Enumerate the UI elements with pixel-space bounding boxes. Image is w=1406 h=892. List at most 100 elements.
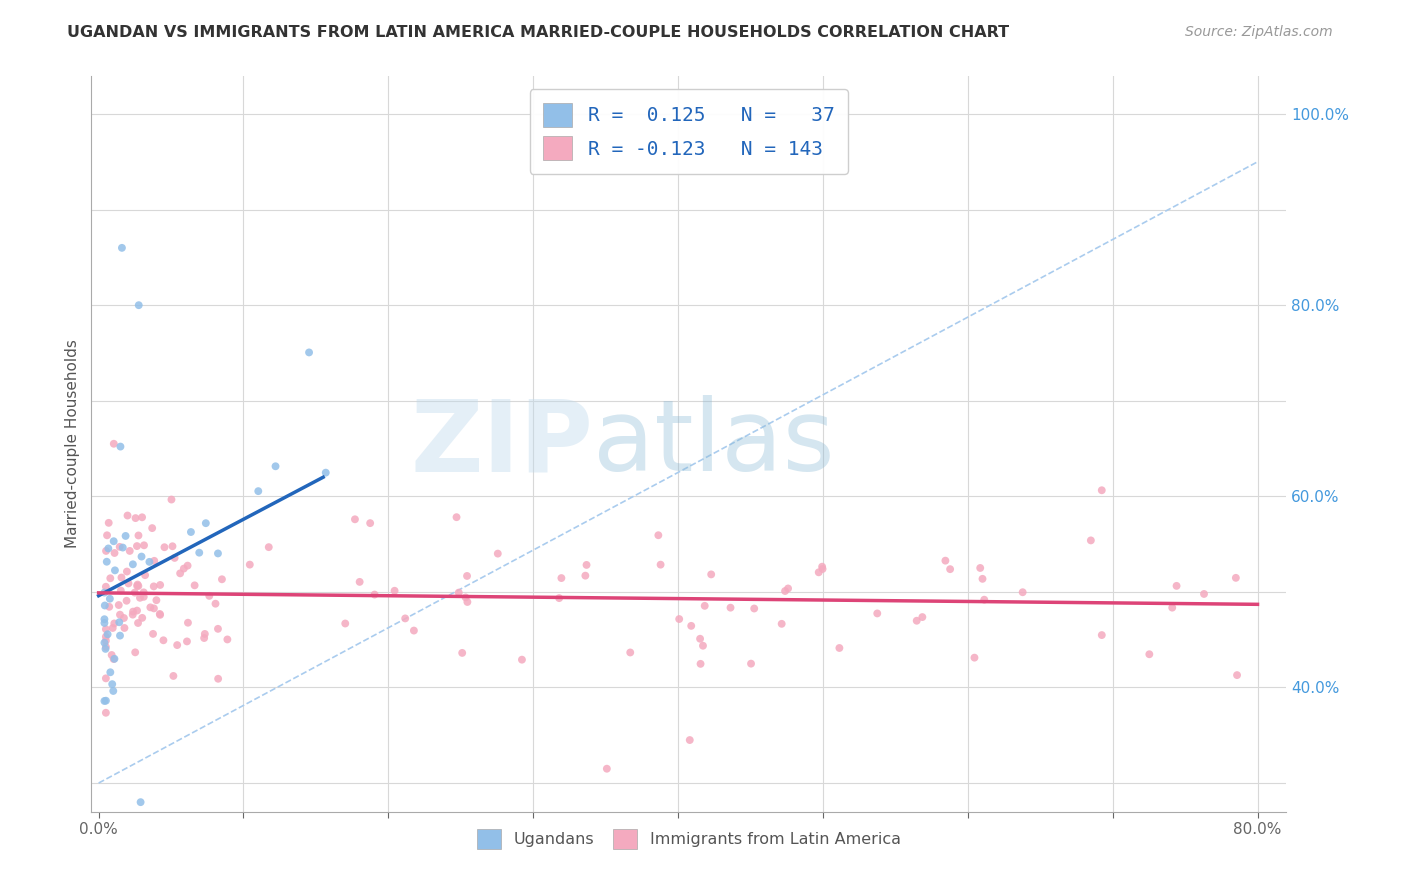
Point [122, 605, 145, 619]
Point [114, 529, 136, 543]
Point [169, 566, 191, 581]
Point [110, 440, 132, 454]
Point [129, 795, 152, 809]
Point [122, 558, 145, 572]
Point [596, 762, 619, 776]
Point [183, 578, 205, 592]
Point [359, 516, 381, 530]
Point [117, 576, 139, 591]
Point [548, 591, 571, 606]
Point [574, 568, 596, 582]
Legend: Ugandans, Immigrants from Latin America: Ugandans, Immigrants from Latin America [471, 823, 907, 855]
Point [94, 641, 117, 656]
Point [139, 600, 162, 615]
Point [125, 539, 148, 553]
Point [94, 671, 117, 685]
Point [94, 544, 117, 558]
Point [121, 607, 143, 622]
Point [1161, 600, 1184, 615]
Point [207, 546, 229, 560]
Text: atlas: atlas [593, 395, 835, 492]
Point [770, 616, 793, 631]
Point [934, 554, 956, 568]
Point [973, 592, 995, 607]
Point [97, 627, 120, 641]
Point [402, 624, 425, 638]
Point [131, 510, 153, 524]
Point [969, 561, 991, 575]
Point [129, 591, 152, 605]
Point [207, 622, 229, 636]
Text: UGANDAN VS IMMIGRANTS FROM LATIN AMERICA MARRIED-COUPLE HOUSEHOLDS CORRELATION C: UGANDAN VS IMMIGRANTS FROM LATIN AMERICA… [67, 25, 1010, 40]
Point [124, 511, 146, 525]
Point [454, 591, 477, 605]
Point [217, 632, 239, 647]
Point [96, 528, 118, 542]
Point [343, 512, 366, 526]
Point [247, 484, 270, 499]
Point [939, 562, 962, 576]
Point [97, 516, 120, 530]
Point [650, 558, 672, 572]
Point [239, 558, 262, 572]
Point [103, 436, 125, 450]
Point [93, 615, 115, 630]
Point [394, 611, 416, 625]
Point [866, 607, 889, 621]
Point [93, 612, 115, 626]
Point [177, 615, 200, 630]
Point [264, 459, 287, 474]
Point [134, 568, 156, 582]
Point [153, 540, 176, 554]
Point [972, 572, 994, 586]
Point [124, 645, 146, 659]
Point [176, 558, 198, 573]
Point [124, 585, 146, 599]
Point [211, 572, 233, 586]
Point [110, 583, 132, 598]
Point [98, 571, 121, 585]
Point [114, 621, 136, 635]
Point [173, 561, 195, 575]
Point [188, 546, 211, 560]
Point [94, 640, 117, 654]
Point [111, 541, 134, 555]
Text: Source: ZipAtlas.com: Source: ZipAtlas.com [1185, 25, 1333, 39]
Point [100, 648, 122, 662]
Point [1166, 579, 1188, 593]
Point [127, 577, 149, 591]
Point [143, 554, 166, 568]
Point [807, 566, 830, 580]
Point [193, 631, 215, 645]
Point [94, 580, 117, 594]
Point [700, 567, 723, 582]
Point [94, 599, 117, 613]
Point [118, 544, 141, 558]
Point [138, 555, 160, 569]
Point [103, 652, 125, 666]
Point [149, 607, 172, 621]
Point [575, 558, 598, 572]
Point [681, 619, 703, 633]
Point [692, 639, 714, 653]
Point [194, 627, 217, 641]
Point [94, 633, 117, 648]
Point [142, 579, 165, 593]
Point [103, 616, 125, 631]
Point [446, 510, 468, 524]
Point [94, 706, 117, 720]
Point [125, 604, 148, 618]
Point [1080, 533, 1102, 548]
Point [963, 650, 986, 665]
Point [689, 632, 711, 646]
Text: ZIP: ZIP [411, 395, 593, 492]
Point [163, 550, 186, 565]
Point [207, 672, 229, 686]
Point [94, 694, 117, 708]
Point [132, 590, 155, 604]
Point [128, 298, 150, 312]
Point [1192, 587, 1215, 601]
Point [110, 570, 132, 584]
Point [811, 562, 834, 576]
Point [778, 582, 800, 596]
